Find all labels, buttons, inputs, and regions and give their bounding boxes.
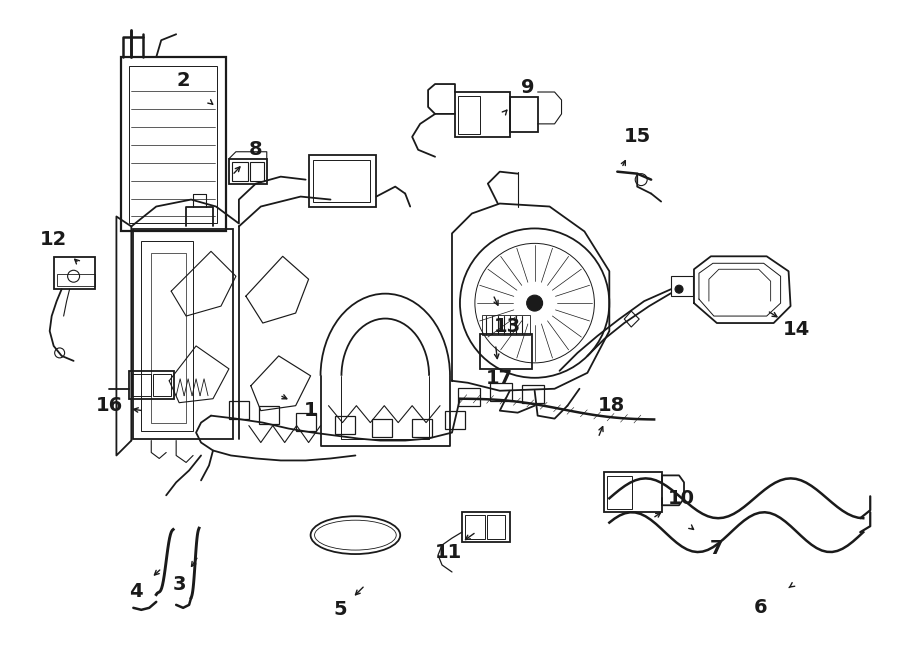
Text: 7: 7 [710,539,724,558]
Bar [309,155,376,206]
Bar [54,257,95,289]
Bar [490,383,512,401]
Text: 10: 10 [668,488,695,508]
Text: 5: 5 [334,600,347,619]
Bar [458,388,480,406]
Text: 8: 8 [249,140,263,159]
Bar [373,418,392,436]
Text: 6: 6 [754,598,768,617]
Bar [153,374,171,396]
Bar [336,416,356,434]
Bar [445,410,465,428]
Text: 14: 14 [783,319,810,338]
Circle shape [635,174,647,186]
Bar [259,406,279,424]
Bar [455,92,509,137]
Bar [133,229,233,438]
Text: 3: 3 [173,576,186,594]
Bar [250,162,264,180]
Bar [462,512,509,542]
Bar [229,159,266,184]
Text: 16: 16 [95,396,123,415]
Bar [229,401,248,418]
Bar [130,66,217,223]
Bar [412,418,432,436]
Text: 15: 15 [624,128,651,146]
Bar [482,315,530,335]
Text: 1: 1 [304,401,318,420]
Bar [151,253,186,422]
Bar [522,385,544,403]
Bar [132,374,151,396]
Bar [608,477,632,509]
Bar [232,162,248,180]
Bar [487,515,505,539]
Text: 17: 17 [486,369,513,388]
Bar [122,57,226,231]
Bar [296,412,316,430]
Bar [458,96,480,134]
Text: 2: 2 [176,71,190,89]
Circle shape [675,285,683,293]
Text: 11: 11 [435,543,462,562]
Text: 4: 4 [130,582,143,602]
Text: 9: 9 [521,77,535,97]
Bar [604,473,662,512]
Bar [480,334,532,369]
Bar [130,371,175,399]
Bar [312,160,370,202]
Bar [465,515,485,539]
Bar [141,241,194,430]
Circle shape [526,295,543,311]
Text: 13: 13 [494,317,521,336]
Bar [57,274,94,286]
Text: 18: 18 [598,396,625,415]
Text: 12: 12 [40,230,68,249]
Bar [671,276,693,296]
Bar [509,97,537,132]
